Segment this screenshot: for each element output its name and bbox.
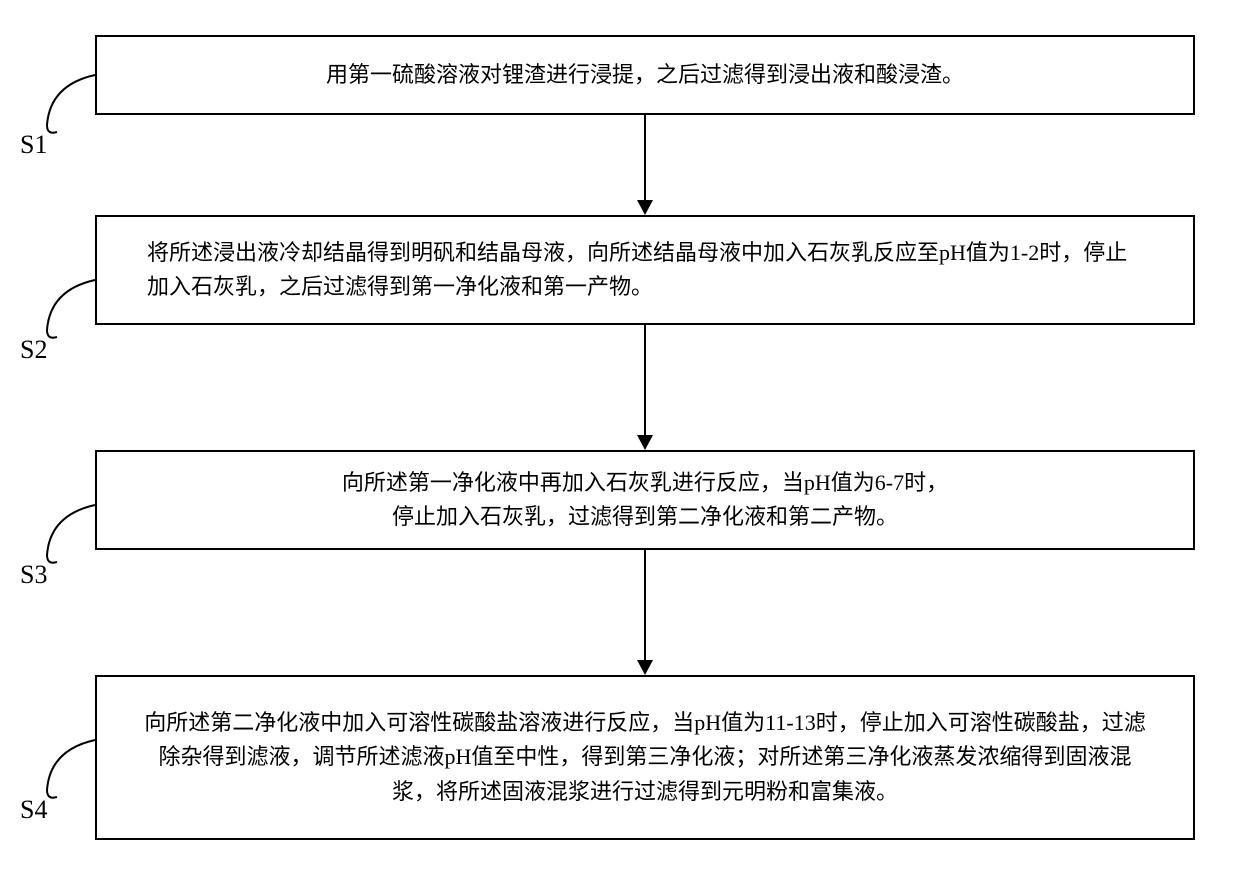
step-text-s3: 向所述第一净化液中再加入石灰乳进行反应，当pH值为6-7时，停止加入石灰乳，过滤…	[342, 466, 948, 534]
step-label-s4: S4	[20, 795, 47, 825]
step-box-s1: 用第一硫酸溶液对锂渣进行浸提，之后过滤得到浸出液和酸浸渣。	[95, 35, 1195, 115]
step-box-s3: 向所述第一净化液中再加入石灰乳进行反应，当pH值为6-7时，停止加入石灰乳，过滤…	[95, 450, 1195, 550]
step-box-s2: 将所述浸出液冷却结晶得到明矾和结晶母液，向所述结晶母液中加入石灰乳反应至pH值为…	[95, 215, 1195, 325]
arrow-s2-s3	[625, 325, 665, 452]
step-text-s1: 用第一硫酸溶液对锂渣进行浸提，之后过滤得到浸出液和酸浸渣。	[326, 58, 964, 92]
step-label-s2: S2	[20, 335, 47, 365]
step-label-s3: S3	[20, 560, 47, 590]
step-box-s4: 向所述第二净化液中加入可溶性碳酸盐溶液进行反应，当pH值为11-13时，停止加入…	[95, 675, 1195, 840]
step-label-s1: S1	[20, 130, 47, 160]
arrow-s1-s2	[625, 115, 665, 217]
step-text-s2: 将所述浸出液冷却结晶得到明矾和结晶母液，向所述结晶母液中加入石灰乳反应至pH值为…	[147, 236, 1143, 304]
arrow-s3-s4	[625, 550, 665, 677]
step-text-s4: 向所述第二净化液中加入可溶性碳酸盐溶液进行反应，当pH值为11-13时，停止加入…	[137, 706, 1153, 808]
